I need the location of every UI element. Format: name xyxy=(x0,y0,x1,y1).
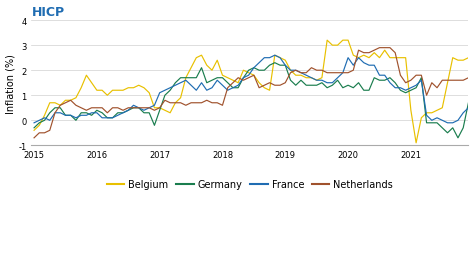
Belgium xyxy=(387,57,393,60)
Netherlands xyxy=(31,137,37,140)
Line: France: France xyxy=(34,56,474,123)
Germany xyxy=(52,107,58,110)
Germany xyxy=(377,80,383,83)
France xyxy=(42,117,47,120)
Line: Germany: Germany xyxy=(34,64,474,138)
Belgium xyxy=(246,72,252,75)
Belgium xyxy=(31,129,37,132)
France xyxy=(272,54,278,57)
Y-axis label: Inflation (%): Inflation (%) xyxy=(6,54,16,113)
Belgium xyxy=(225,77,230,80)
Netherlands xyxy=(78,107,84,110)
Germany xyxy=(246,69,252,72)
Netherlands xyxy=(413,74,419,77)
Belgium xyxy=(366,57,372,60)
Germany xyxy=(42,119,47,122)
Germany xyxy=(272,62,278,65)
Netherlands xyxy=(377,47,383,50)
Line: Netherlands: Netherlands xyxy=(34,49,474,138)
Netherlands xyxy=(372,50,377,53)
Netherlands xyxy=(246,77,252,80)
Belgium xyxy=(57,104,63,107)
Germany xyxy=(455,137,461,140)
Germany xyxy=(78,112,84,115)
Germany xyxy=(413,87,419,90)
Line: Belgium: Belgium xyxy=(34,41,468,143)
France xyxy=(78,114,84,117)
Legend: Belgium, Germany, France, Netherlands: Belgium, Germany, France, Netherlands xyxy=(103,176,397,193)
Germany xyxy=(31,127,37,130)
Belgium xyxy=(465,57,471,60)
France xyxy=(377,74,383,77)
Netherlands xyxy=(42,132,47,135)
Belgium xyxy=(36,124,42,127)
Netherlands xyxy=(52,112,58,115)
France xyxy=(31,122,37,125)
France xyxy=(246,74,252,77)
France xyxy=(413,84,419,87)
France xyxy=(52,112,58,115)
Belgium xyxy=(324,39,330,42)
Belgium xyxy=(413,142,419,145)
Text: HICP: HICP xyxy=(31,6,64,19)
